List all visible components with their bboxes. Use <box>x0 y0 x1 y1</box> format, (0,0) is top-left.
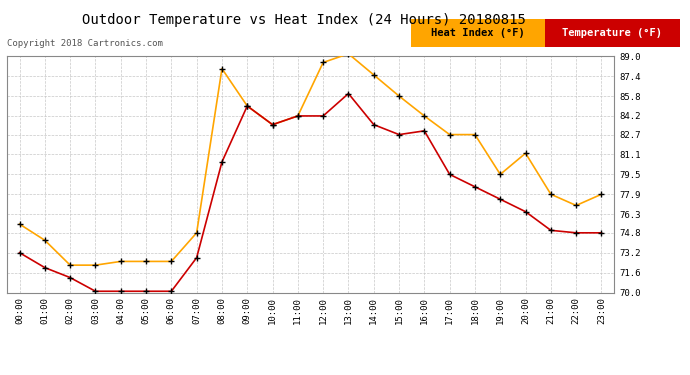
Text: Outdoor Temperature vs Heat Index (24 Hours) 20180815: Outdoor Temperature vs Heat Index (24 Ho… <box>81 13 526 27</box>
Text: Temperature (°F): Temperature (°F) <box>562 28 662 38</box>
Text: Copyright 2018 Cartronics.com: Copyright 2018 Cartronics.com <box>7 39 163 48</box>
Text: Heat Index (°F): Heat Index (°F) <box>431 28 524 38</box>
